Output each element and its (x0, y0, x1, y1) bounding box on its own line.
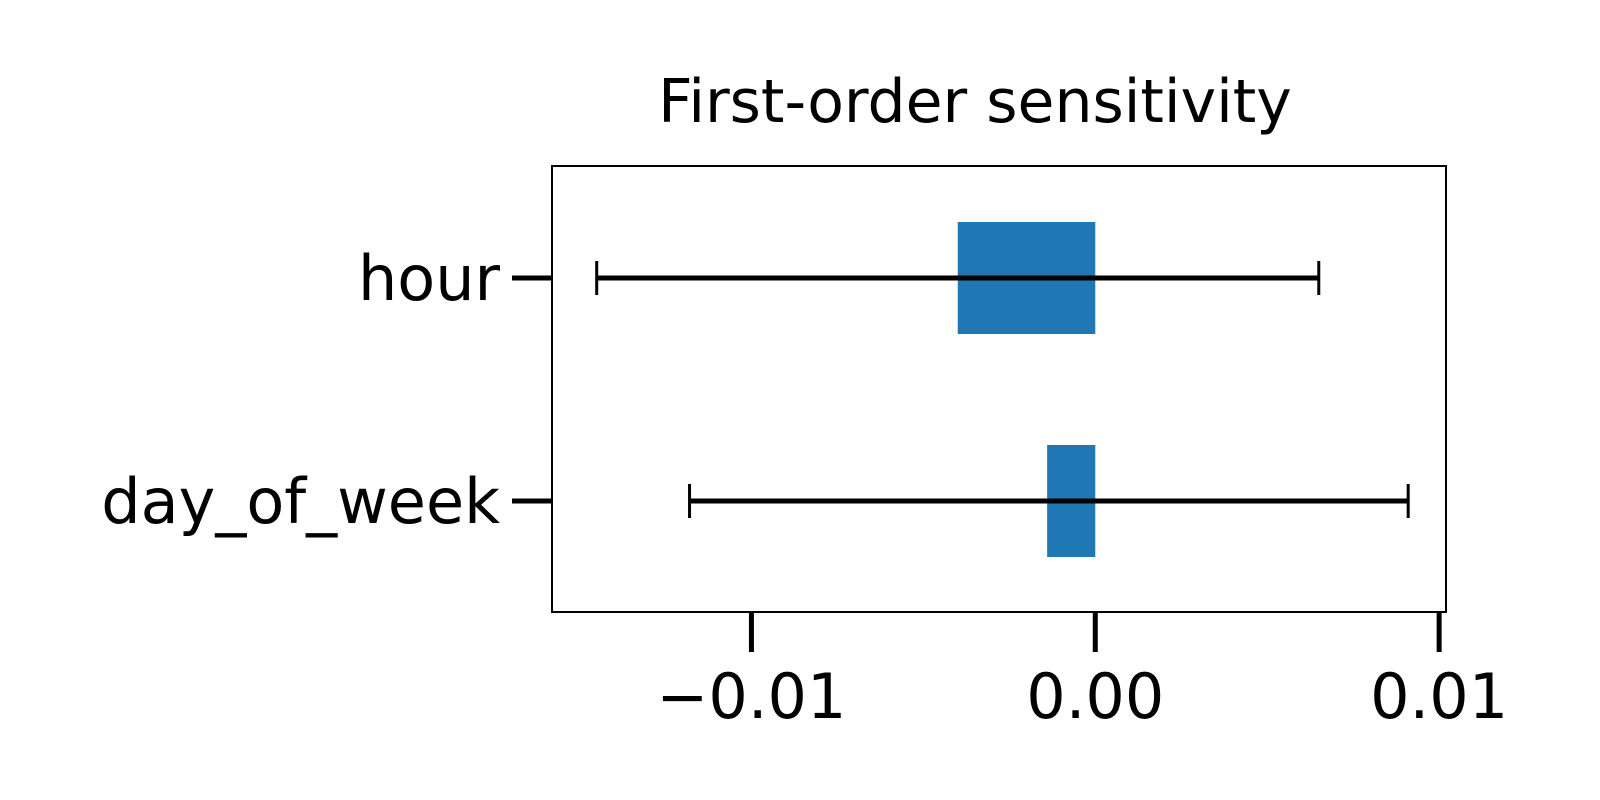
x-tick-label-2: 0.01 (1370, 660, 1508, 733)
chart-title: First-order sensitivity (658, 67, 1292, 137)
x-tick-label-0: −0.01 (656, 660, 846, 733)
y-tick-label-hour: hour (358, 242, 501, 315)
plot-frame (551, 165, 1447, 613)
y-tick-label-day_of_week: day_of_week (101, 465, 500, 538)
x-tick-label-1: 0.00 (1026, 660, 1164, 733)
